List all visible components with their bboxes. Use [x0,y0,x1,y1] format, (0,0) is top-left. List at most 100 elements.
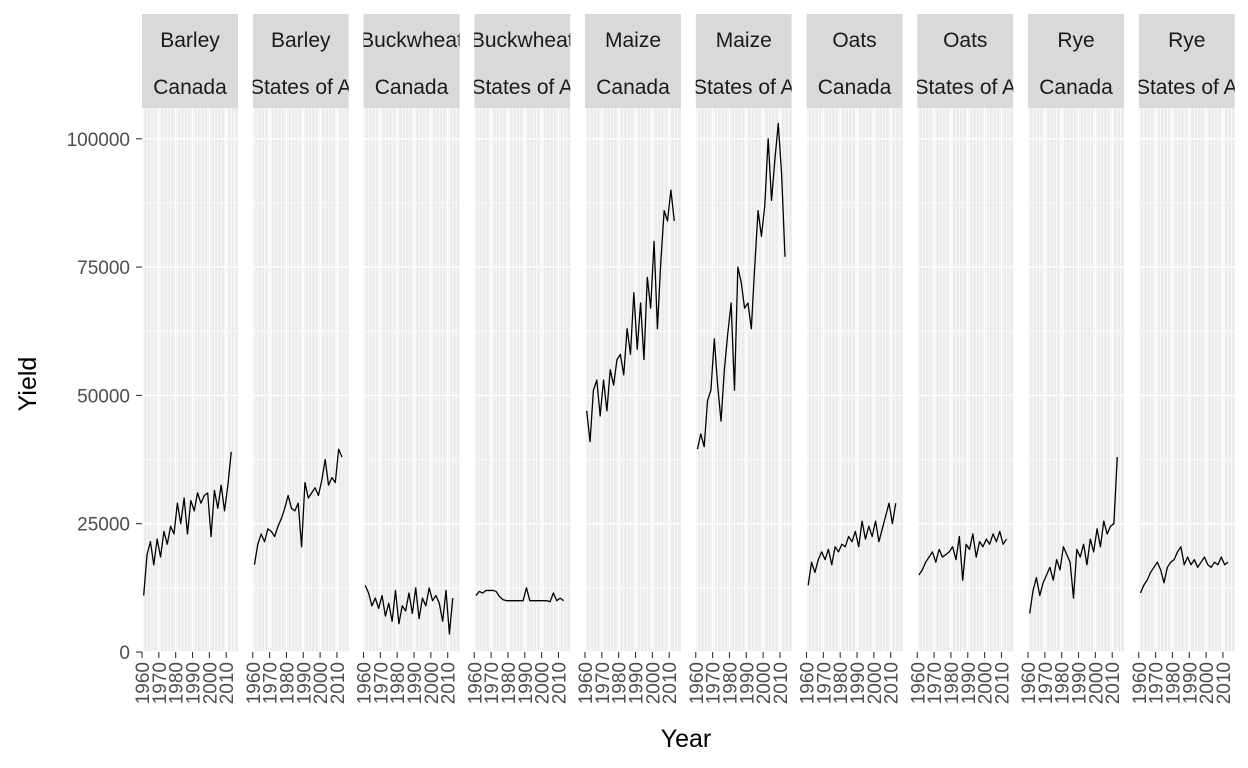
facet-panel-10 [1138,108,1235,653]
strip-label-country: States of A [471,76,573,99]
x-tick-label: 1960 [798,662,819,704]
facet-strip: Rye Canada [1028,14,1124,108]
x-tick-label: 1980 [1053,662,1074,704]
strip-label-crop: Oats [943,29,987,52]
panel-background [1138,108,1235,652]
x-tick-label: 2000 [865,662,886,704]
strip-label-country: States of A [693,76,795,99]
strip-background [917,14,1014,108]
x-tick-label: 1960 [1019,662,1040,704]
series-line-panel-4 [475,587,564,603]
x-tick-label: 1980 [831,662,852,704]
x-tick-label: 2000 [311,662,332,704]
x-tick-label: 1980 [277,662,298,704]
series-line-panel-10 [1139,546,1229,594]
y-tick-label: 50000 [77,386,130,407]
x-tick-label: 1970 [371,662,392,704]
strip-label-country: Canada [153,76,227,99]
strip-label-country: States of A [1136,76,1238,99]
facet-strip: Oats Canada [806,14,903,108]
panel-background [695,108,792,652]
strip-background [1028,14,1124,108]
panel-background [917,108,1014,652]
x-tick-label: 2000 [1197,662,1218,704]
x-tick-label: 1990 [848,662,869,704]
x-tick-label: 1960 [355,662,376,704]
x-tick-label: 1970 [593,662,614,704]
x-tick-label: 1960 [465,662,486,704]
strip-label-country: Canada [375,76,449,99]
x-tick-label: 2000 [200,662,221,704]
strip-label-country: States of A [250,76,352,99]
x-tick-label: 1960 [1130,662,1151,704]
strip-label-crop: Rye [1168,29,1205,52]
panel-background [252,108,349,652]
strip-background [695,14,792,108]
facet-panel-1 [141,108,238,653]
strip-background [142,14,238,108]
x-tick-label: 1960 [133,662,154,704]
facet-panel-3 [362,108,460,653]
x-tick-label: 1980 [1163,662,1184,704]
series-line-panel-3 [364,585,454,635]
series-line-panel-8 [918,530,1008,581]
x-tick-label: 2000 [643,662,664,704]
x-tick-label: 2000 [754,662,775,704]
x-tick-label: 1970 [1147,662,1168,704]
facet-panel-6 [695,108,792,653]
panel-background [363,108,460,652]
x-tick-label: 1980 [610,662,631,704]
x-tick-label: 1960 [687,662,708,704]
x-tick-label: 2000 [976,662,997,704]
strip-label-crop: Maize [716,29,772,52]
strip-label-crop: Rye [1057,29,1094,52]
strip-background [806,14,903,108]
strip-label-crop: Barley [271,29,331,52]
x-tick-label: 1990 [1180,662,1201,704]
facet-panel-7 [805,108,903,653]
x-tick-label: 1990 [627,662,648,704]
series-line-panel-9 [1029,456,1118,614]
x-tick-label: 1970 [925,662,946,704]
x-tick-label: 2010 [1214,662,1235,704]
series-lines-layer [143,122,1229,635]
x-tick-label: 2010 [992,662,1013,704]
facet-strip: Maize Canada [585,14,681,108]
facet-strip: Oats States of A [914,14,1016,108]
x-tick-label: 1960 [576,662,597,704]
y-tick-label: 25000 [77,515,130,536]
strip-label-country: States of A [914,76,1016,99]
x-tick-label: 1970 [150,662,171,704]
x-tick-label: 1980 [499,662,520,704]
strip-background [474,14,571,108]
y-tick-label: 75000 [77,258,130,279]
x-tick-label: 2010 [328,662,349,704]
x-tick-label: 2010 [1103,662,1124,704]
panel-background [585,108,681,652]
facet-strip: Buckwheat Canada [363,14,460,108]
x-tick-label: 1990 [516,662,537,704]
x-tick-label: 1990 [1070,662,1091,704]
x-tick-label: 1980 [942,662,963,704]
x-tick-label: 1970 [704,662,725,704]
x-tick-label: 1990 [184,662,205,704]
series-line-panel-6 [696,122,786,450]
x-tick-label: 1960 [244,662,265,704]
x-axis-title: Year [661,725,712,753]
x-tick-label: 2000 [1086,662,1107,704]
x-tick-label: 1980 [167,662,188,704]
x-tick-label: 2010 [882,662,903,704]
facet-panel-8 [916,108,1014,653]
facet-strips-layer: Barley Canada Barley States of A Buckwheat Ca… [142,14,1238,108]
strip-label-country: Canada [818,76,892,99]
strip-label-crop: Buckwheat [471,29,574,52]
strip-label-country: Canada [596,76,670,99]
facet-panel-5 [584,108,681,653]
x-tick-label: 2010 [660,662,681,704]
x-tick-label: 1960 [908,662,929,704]
y-axis-title: Yield [14,357,42,412]
y-tick-label: 0 [119,643,130,664]
strip-label-country: Canada [1039,76,1113,99]
strip-background [1138,14,1235,108]
strip-background [363,14,460,108]
